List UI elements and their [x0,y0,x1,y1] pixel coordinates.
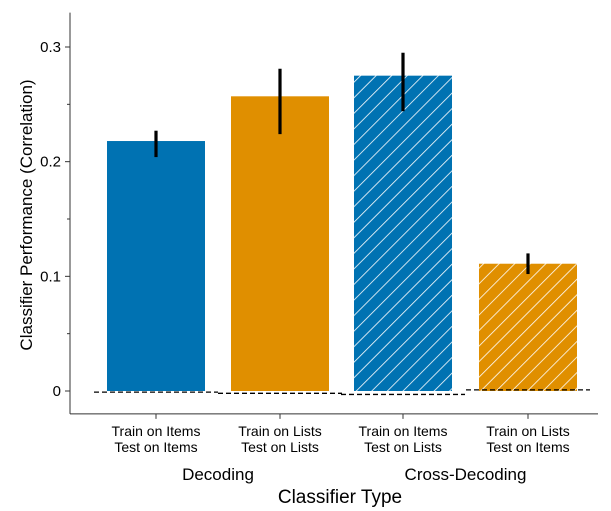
category-label-3-line2: Test on Lists [364,439,442,455]
y-tick-label-0: 0 [53,383,61,400]
bars-layer [107,75,577,392]
category-label-1-line1: Train on Items [112,423,201,439]
group-label-1: Decoding [182,465,254,484]
bar-3 [354,75,452,392]
bar-2 [231,96,329,391]
category-label-1-line2: Test on Items [114,439,197,455]
category-label-2-line2: Test on Lists [241,439,319,455]
category-label-4-line1: Train on Lists [486,423,570,439]
category-label-2-line1: Train on Lists [238,423,322,439]
group-label-2: Cross-Decoding [405,465,527,484]
category-label-3-line1: Train on Items [359,423,448,439]
y-tick-label-2: 0.2 [40,154,61,171]
error-bars-layer [154,52,530,275]
y-tick-label-3: 0.3 [40,39,61,56]
y-tick-label-1: 0.1 [40,268,61,285]
category-label-4-line2: Test on Items [486,439,569,455]
bar-1 [107,141,205,391]
bar-4 [479,263,577,391]
null-baselines-layer [94,389,590,396]
y-axis: 0 0.1 0.2 0.3 [40,12,71,414]
x-axis-title: Classifier Type [278,487,402,508]
y-axis-title: Classifier Performance (Correlation) [17,79,36,350]
